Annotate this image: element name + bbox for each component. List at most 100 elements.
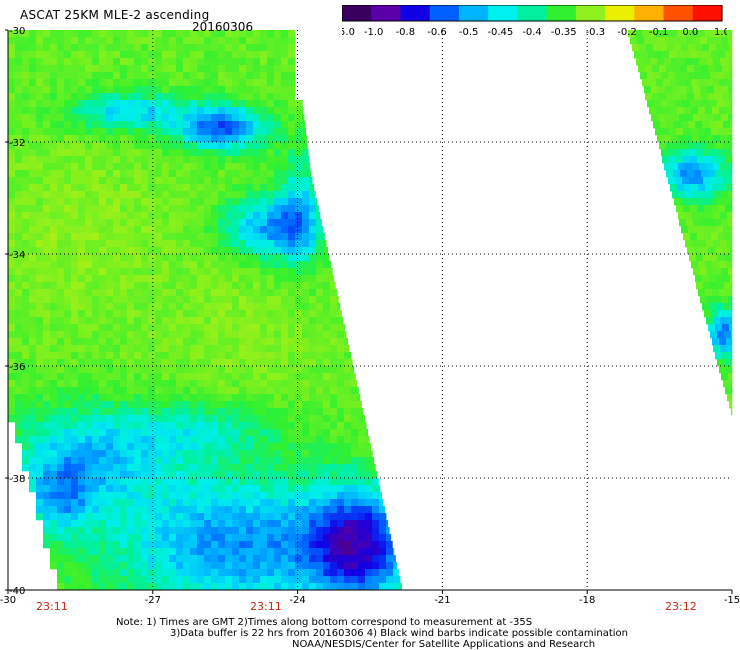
wind-cell xyxy=(57,464,65,472)
wind-cell xyxy=(302,338,310,346)
wind-cell xyxy=(106,240,114,248)
wind-cell xyxy=(666,93,674,101)
wind-cell xyxy=(246,128,254,136)
wind-cell xyxy=(106,569,114,577)
wind-cell xyxy=(267,513,275,521)
wind-cell xyxy=(43,401,51,409)
wind-cell xyxy=(337,562,345,570)
wind-cell xyxy=(295,156,303,164)
wind-cell xyxy=(211,79,219,87)
wind-cell xyxy=(113,289,121,297)
wind-cell xyxy=(687,65,695,73)
wind-cell xyxy=(64,268,72,276)
wind-cell xyxy=(120,583,128,591)
wind-cell xyxy=(134,191,142,199)
wind-cell xyxy=(120,415,128,423)
wind-cell xyxy=(232,359,240,367)
wind-cell xyxy=(57,499,65,507)
wind-cell xyxy=(85,198,93,206)
wind-cell xyxy=(267,499,275,507)
wind-cell xyxy=(120,44,128,52)
wind-cell xyxy=(190,331,198,339)
wind-cell xyxy=(106,191,114,199)
wind-cell xyxy=(148,163,156,171)
wind-cell xyxy=(260,541,268,549)
wind-cell xyxy=(225,408,233,416)
wind-cell xyxy=(211,534,219,542)
wind-cell xyxy=(22,380,30,388)
wind-cell xyxy=(64,569,72,577)
wind-cell xyxy=(176,296,184,304)
wind-cell xyxy=(43,331,51,339)
wind-cell xyxy=(218,422,226,430)
wind-cell xyxy=(71,142,79,150)
wind-cell xyxy=(705,184,713,192)
wind-cell xyxy=(211,128,219,136)
wind-cell xyxy=(687,247,695,255)
wind-cell xyxy=(260,345,268,353)
wind-cell xyxy=(155,240,163,248)
wind-cell xyxy=(253,429,261,437)
wind-cell xyxy=(211,422,219,430)
wind-cell xyxy=(638,65,646,73)
wind-cell xyxy=(99,520,107,528)
wind-cell xyxy=(127,275,135,283)
wind-cell xyxy=(721,268,729,276)
wind-cell xyxy=(372,583,380,591)
wind-cell xyxy=(225,163,233,171)
wind-cell xyxy=(295,380,303,388)
wind-cell xyxy=(690,233,698,241)
wind-cell xyxy=(197,555,205,563)
wind-cell xyxy=(288,457,296,465)
wind-cell xyxy=(330,380,338,388)
wind-cell xyxy=(99,30,107,38)
wind-cell xyxy=(267,373,275,381)
wind-cell xyxy=(295,541,303,549)
wind-cell xyxy=(204,282,212,290)
wind-cell xyxy=(43,471,51,479)
wind-cell xyxy=(204,569,212,577)
wind-cell xyxy=(246,422,254,430)
wind-cell xyxy=(323,541,331,549)
wind-cell xyxy=(99,135,107,143)
wind-cell xyxy=(106,485,114,493)
wind-cell xyxy=(274,401,282,409)
wind-cell xyxy=(722,142,730,150)
wind-cell xyxy=(302,366,310,374)
wind-cell xyxy=(29,345,37,353)
wind-cell xyxy=(337,373,345,381)
wind-cell xyxy=(36,156,44,164)
wind-cell xyxy=(698,289,706,297)
wind-cell xyxy=(71,366,79,374)
wind-cell xyxy=(134,44,142,52)
wind-cell xyxy=(176,30,184,38)
wind-cell xyxy=(225,275,233,283)
wind-cell xyxy=(351,380,358,388)
wind-cell xyxy=(78,310,86,318)
wind-cell xyxy=(316,555,324,563)
wind-cell xyxy=(253,184,261,192)
wind-cell xyxy=(649,30,657,38)
wind-cell xyxy=(183,289,191,297)
wind-cell xyxy=(120,163,128,171)
wind-cell xyxy=(337,548,345,556)
wind-cell xyxy=(712,338,720,346)
wind-cell xyxy=(211,506,219,514)
wind-cell xyxy=(64,464,72,472)
wind-cell xyxy=(218,338,226,346)
wind-cell xyxy=(64,527,72,535)
wind-cell xyxy=(649,79,657,87)
wind-cell xyxy=(155,156,163,164)
wind-cell xyxy=(15,394,23,402)
y-tick-label: -32 xyxy=(9,138,25,149)
wind-cell xyxy=(8,331,16,339)
wind-cell xyxy=(211,317,219,325)
wind-cell xyxy=(267,576,275,584)
wind-cell xyxy=(344,527,352,535)
wind-cell xyxy=(211,415,219,423)
wind-cell xyxy=(211,100,219,108)
wind-cell xyxy=(113,548,121,556)
wind-cell xyxy=(709,121,717,129)
wind-cell xyxy=(8,352,16,360)
wind-cell xyxy=(681,121,689,129)
